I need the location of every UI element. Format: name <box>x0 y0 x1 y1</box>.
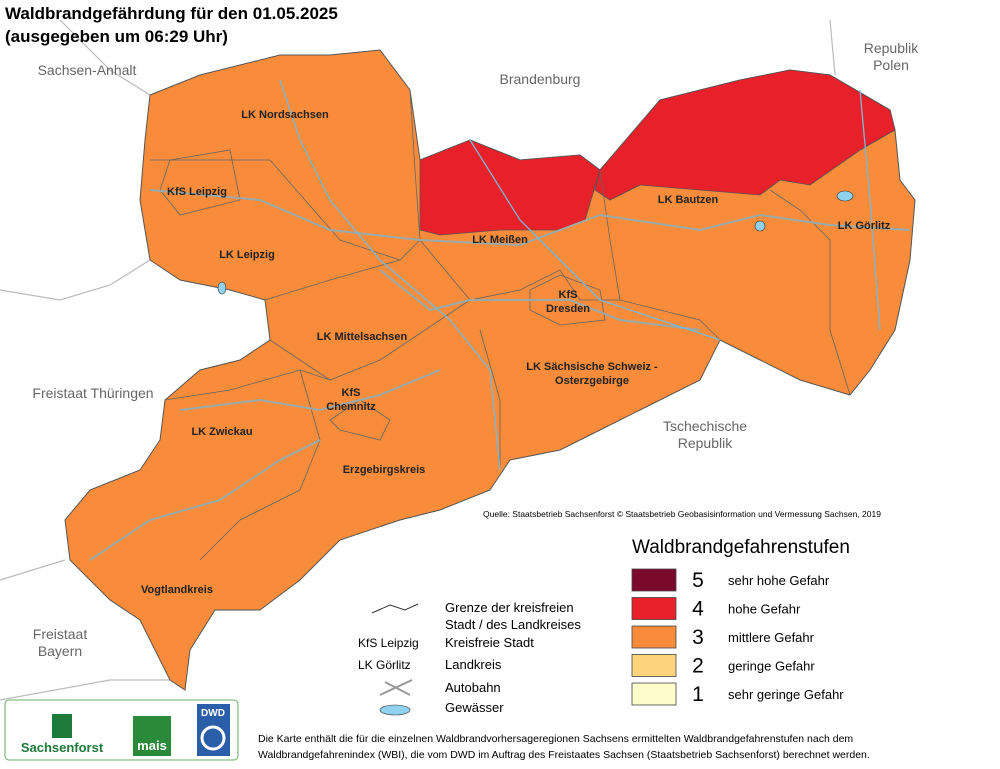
key-text: Gewässer <box>445 700 504 715</box>
district-label: KfS <box>559 289 578 301</box>
legend-label: sehr geringe Gefahr <box>728 687 844 702</box>
legend-swatch <box>631 654 677 677</box>
neighbor-label: Bayern <box>38 643 82 659</box>
neighbor-label: Tschechische <box>663 418 747 434</box>
district-boundary <box>619 299 721 341</box>
district-boundary <box>529 274 606 326</box>
motorway <box>89 439 321 561</box>
borders-outside <box>0 19 836 701</box>
key-text: Stadt / des Landkreises <box>445 617 581 632</box>
district-boundary <box>769 189 851 396</box>
legend-label: sehr hohe Gefahr <box>728 573 830 588</box>
key-boundary-symbol <box>371 603 419 614</box>
neighbor-label: Brandenburg <box>500 71 581 87</box>
district-boundary <box>419 169 621 301</box>
district-label: LK Görlitz <box>838 220 891 232</box>
key-text: Grenze der kreisfreien <box>445 600 574 615</box>
legend-label: geringe Gefahr <box>728 659 815 674</box>
district-label: Osterzgebirge <box>555 375 629 387</box>
river <box>859 89 881 331</box>
district-label: Vogtlandkreis <box>141 584 213 596</box>
district-label: LK Leipzig <box>219 249 275 261</box>
motorway <box>379 269 701 331</box>
legend-level: 1 <box>692 683 704 706</box>
river <box>469 139 721 341</box>
logo-mais: mais <box>137 738 167 753</box>
district-label: LK Zwickau <box>191 426 252 438</box>
legend-swatch <box>631 682 677 706</box>
motorway <box>179 369 441 412</box>
district-label: Chemnitz <box>326 401 376 413</box>
title: Waldbrandgefährdung für den 01.05.2025 <box>5 4 338 23</box>
source: Quelle: Staatsbetrieb Sachsenforst © Sta… <box>483 509 881 519</box>
district-label: LK Meißen <box>472 234 528 246</box>
legend-level: 2 <box>692 655 704 678</box>
district-boundary <box>164 369 331 401</box>
key-text: KfS Leipzig <box>358 636 419 650</box>
lake <box>836 190 854 202</box>
legend-title: Waldbrandgefahrenstufen <box>632 537 850 558</box>
neighbor-label: Sachsen-Anhalt <box>38 62 137 78</box>
logo-sachsenforst: Sachsenforst <box>21 740 104 755</box>
district-label: Dresden <box>546 303 590 315</box>
legend-level: 3 <box>692 626 704 649</box>
legend-label: hohe Gefahr <box>728 602 801 617</box>
district-label: LK Nordsachsen <box>241 109 329 121</box>
neighbor-label: Freistaat Thüringen <box>32 385 153 401</box>
key-text: Autobahn <box>445 680 501 695</box>
logo-dwd: DWD <box>201 708 225 719</box>
district-boundary <box>199 369 321 561</box>
dwd-swirl <box>200 725 226 751</box>
legend-swatch <box>631 625 677 649</box>
sachsenforst-icon <box>52 714 72 738</box>
district-label: Erzgebirgskreis <box>343 464 426 476</box>
high-danger-area <box>594 69 896 201</box>
legend-swatch <box>631 568 677 592</box>
saxony-map <box>64 49 916 691</box>
key-text: Landkreis <box>445 657 502 672</box>
district-boundary <box>264 259 401 301</box>
district-label: KfS Leipzig <box>167 186 227 198</box>
district-label: LK Mittelsachsen <box>317 331 408 343</box>
legend-level: 4 <box>692 598 704 621</box>
lake <box>217 281 227 295</box>
neighbor-label: Republik <box>678 435 733 451</box>
motorway <box>149 189 911 247</box>
district-label: LK Bautzen <box>658 194 719 206</box>
district-boundary <box>269 299 471 381</box>
key-text: Kreisfreie Stadt <box>445 635 534 650</box>
neighbor-label: Republik <box>864 40 919 56</box>
district-label: LK Sächsische Schweiz - <box>526 361 658 373</box>
footnote: Waldbrandgefahrenindex (WBI), die vom DW… <box>258 749 870 761</box>
key-water-symbol <box>379 704 411 716</box>
district-boundary <box>159 149 241 216</box>
key-motorway-symbol <box>379 679 413 696</box>
mais-icon <box>133 716 171 756</box>
district-boundary <box>329 399 391 441</box>
dwd-icon <box>197 704 230 756</box>
river <box>279 79 501 471</box>
neighbor-label: Polen <box>873 57 909 73</box>
footnote: Die Karte enthält die für die einzelnen … <box>258 733 853 745</box>
lake <box>754 220 766 232</box>
neighbor-label: Freistaat <box>33 626 88 642</box>
legend-label: mittlere Gefahr <box>728 630 815 645</box>
legend-swatch <box>631 597 677 620</box>
district-boundary <box>479 329 501 470</box>
legend-level: 5 <box>692 569 704 592</box>
key-text: LK Görlitz <box>358 658 411 672</box>
subtitle: (ausgegeben um 06:29 Uhr) <box>5 27 228 46</box>
district-label: KfS <box>342 387 361 399</box>
